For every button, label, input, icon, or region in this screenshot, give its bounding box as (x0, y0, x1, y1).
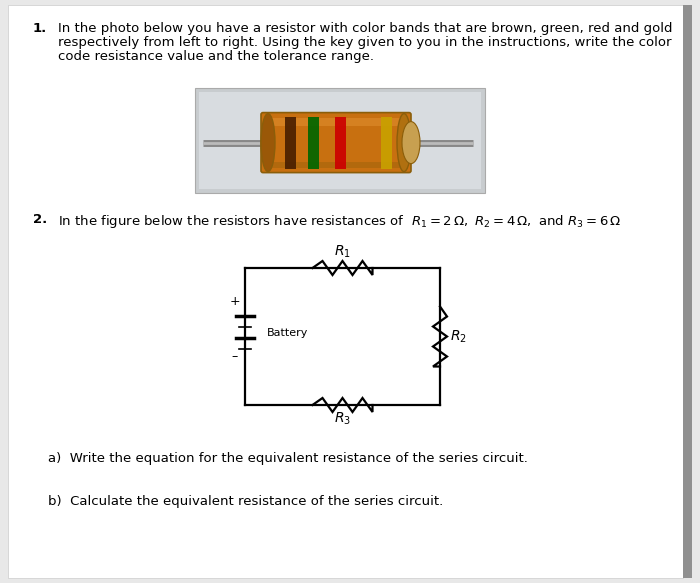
Text: respectively from left to right. Using the key given to you in the instructions,: respectively from left to right. Using t… (58, 36, 671, 49)
Text: In the figure below the resistors have resistances of  $R_1 = 2\,\Omega,\ R_2 = : In the figure below the resistors have r… (58, 213, 621, 230)
Text: b)  Calculate the equivalent resistance of the series circuit.: b) Calculate the equivalent resistance o… (48, 495, 443, 508)
Text: +: + (230, 295, 240, 308)
Text: $R_1$: $R_1$ (334, 244, 351, 260)
Bar (381, 117, 392, 168)
Text: code resistance value and the tolerance range.: code resistance value and the tolerance … (58, 50, 374, 63)
Text: a)  Write the equation for the equivalent resistance of the series circuit.: a) Write the equation for the equivalent… (48, 452, 528, 465)
Bar (335, 117, 346, 168)
Bar (285, 117, 296, 168)
Bar (195, 88, 485, 193)
Bar (308, 117, 319, 168)
Bar (267, 161, 405, 167)
Text: 1.: 1. (33, 22, 47, 35)
Bar (683, 5, 692, 578)
Ellipse shape (402, 122, 420, 164)
Text: Battery: Battery (267, 328, 309, 339)
Text: In the photo below you have a resistor with color bands that are brown, green, r: In the photo below you have a resistor w… (58, 22, 673, 35)
Ellipse shape (397, 114, 411, 171)
Text: $R_2$: $R_2$ (450, 328, 467, 345)
Text: 2.: 2. (33, 213, 47, 226)
Bar (199, 92, 481, 189)
FancyBboxPatch shape (261, 113, 411, 173)
Ellipse shape (261, 114, 275, 171)
Bar (267, 118, 405, 125)
Text: $R_3$: $R_3$ (334, 411, 351, 427)
Text: –: – (232, 350, 238, 363)
